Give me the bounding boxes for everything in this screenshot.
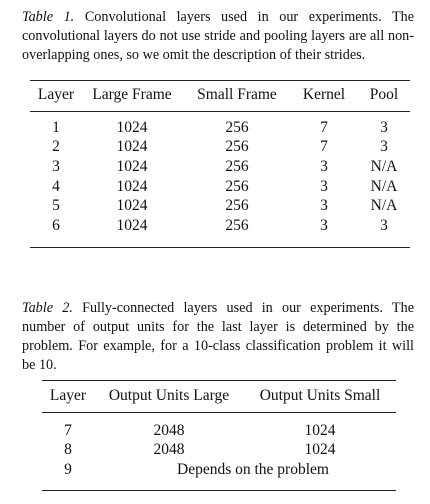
table1-caption: Table 1. Convolutional layers used in ou… [22, 8, 414, 65]
table1-col-kernel: Kernel [302, 86, 346, 103]
table-cell: 256 [225, 216, 249, 234]
table-row: 4 1024 256 3 N/A [30, 177, 412, 197]
table-cell: 9 [64, 460, 72, 478]
table2-col-output-large: Output Units Large [108, 387, 230, 404]
table1-caption-text: Convolutional layers used in our experim… [22, 9, 415, 63]
table-cell: 3 [52, 157, 60, 175]
table-cell: 256 [225, 138, 249, 156]
table-cell: 256 [225, 177, 249, 195]
table-cell: 4 [52, 177, 60, 195]
table-cell: 3 [380, 216, 388, 234]
table-cell: 8 [64, 441, 72, 459]
table2: Layer Output Units Large Output Units Sm… [42, 383, 396, 480]
table-cell: 6 [52, 216, 60, 234]
table2-caption: Table 2. Fully-connected layers used in … [22, 299, 414, 375]
table-cell: 5 [52, 197, 60, 215]
table-cell: 3 [380, 138, 388, 156]
table-cell: N/A [370, 157, 398, 175]
table-cell: 1024 [116, 138, 148, 156]
table-cell: 1024 [116, 157, 148, 175]
table-cell-spanning: Depends on the problem [177, 460, 329, 478]
table-row: 7 2048 1024 [42, 421, 396, 441]
table1: Layer Large Frame Small Frame Kernel Poo… [30, 82, 412, 236]
table2-caption-text: Fully-connected layers used in our exper… [22, 300, 414, 373]
table-cell: 3 [320, 197, 328, 215]
table1-top-rule [30, 80, 410, 81]
table2-header-row: Layer Output Units Large Output Units Sm… [42, 383, 396, 409]
table-row: 3 1024 256 3 N/A [30, 157, 412, 177]
table-cell: N/A [370, 177, 398, 195]
table-cell: 1 [52, 118, 60, 136]
table-cell: 1024 [116, 118, 148, 136]
table-cell: 2048 [153, 421, 185, 439]
table-cell: 1024 [116, 197, 148, 215]
table-cell: 1024 [304, 441, 336, 459]
table-cell: 3 [380, 118, 388, 136]
table1-col-pool: Pool [369, 86, 399, 103]
table-cell: 1024 [116, 216, 148, 234]
table2-col-output-small: Output Units Small [259, 387, 381, 404]
table1-col-large-frame: Large Frame [92, 86, 172, 103]
table-row: 1 1024 256 7 3 [30, 118, 412, 138]
table2-header-rule [42, 412, 396, 413]
table-cell: 2048 [153, 441, 185, 459]
table1-label: Table 1. [22, 9, 75, 25]
table1-col-small-frame: Small Frame [197, 86, 277, 103]
table-cell: 7 [320, 138, 328, 156]
table2-top-rule [42, 380, 396, 381]
table-cell: 256 [225, 157, 249, 175]
table2-col-layer: Layer [49, 387, 87, 404]
table1-header-row: Layer Large Frame Small Frame Kernel Poo… [30, 82, 412, 108]
table1-bottom-rule [30, 247, 410, 248]
table-row: 8 2048 1024 [42, 441, 396, 461]
table-cell: 7 [64, 421, 72, 439]
table2-label: Table 2. [22, 300, 73, 316]
table-cell: 1024 [304, 421, 336, 439]
table-cell: 2 [52, 138, 60, 156]
table-cell: 1024 [116, 177, 148, 195]
table2-bottom-rule [42, 490, 396, 491]
table-row: 2 1024 256 7 3 [30, 138, 412, 158]
table-cell: N/A [370, 197, 398, 215]
table-cell: 256 [225, 118, 249, 136]
table-cell: 3 [320, 216, 328, 234]
table1-col-layer: Layer [37, 86, 75, 103]
table-cell: 3 [320, 157, 328, 175]
table-cell: 7 [320, 118, 328, 136]
table1-header-rule [30, 111, 410, 112]
table-row: 5 1024 256 3 N/A [30, 196, 412, 216]
table-cell: 3 [320, 177, 328, 195]
table-row: 9 Depends on the problem [42, 460, 396, 480]
table-row: 6 1024 256 3 3 [30, 216, 412, 236]
table-cell: 256 [225, 197, 249, 215]
